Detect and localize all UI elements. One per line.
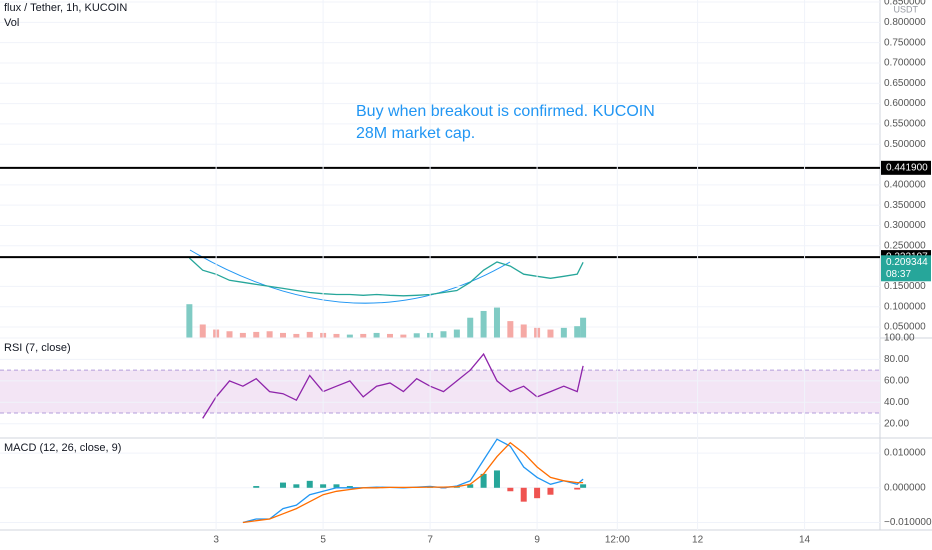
y-tick-label: 100.00 — [884, 333, 915, 344]
countdown-label: 08:37 — [886, 269, 911, 280]
macd-histogram-bar — [320, 484, 327, 488]
series-line — [242, 441, 584, 524]
macd-histogram-bar — [493, 470, 500, 488]
rsi-title: RSI (7, close) — [4, 342, 71, 354]
macd-histogram-bar — [333, 484, 340, 488]
series-line — [188, 257, 584, 297]
volume-bar — [186, 304, 193, 338]
macd-histogram-bar — [453, 487, 460, 488]
x-tick-label: 3 — [213, 535, 219, 546]
price-tag — [881, 160, 931, 175]
annotation: 28M market cap. — [356, 125, 475, 142]
y-tick-label: 0.750000 — [884, 37, 926, 48]
volume-bar — [400, 334, 407, 338]
y-tick-label: 0.010000 — [884, 448, 926, 459]
x-tick-label: 5 — [320, 535, 326, 546]
y-tick-label: 0.850000 — [884, 0, 926, 8]
volume-bar — [560, 327, 567, 338]
volume-bar — [467, 317, 474, 338]
volume-bar — [507, 321, 514, 338]
y-tick-label: 0.400000 — [884, 179, 926, 190]
volume-bar — [226, 331, 233, 338]
macd-histogram-bar — [467, 484, 474, 488]
last-price-label: 0.209344 — [886, 257, 928, 268]
last-price-tag — [881, 255, 931, 282]
macd-histogram-bar — [253, 486, 260, 488]
volume-bar — [346, 334, 353, 338]
volume-bar — [266, 331, 273, 338]
symbol-title: flux / Tether, 1h, KUCOIN — [4, 2, 127, 14]
y-tick-label: 60.00 — [884, 376, 909, 387]
volume-bar — [253, 331, 260, 338]
y-tick-label: 80.00 — [884, 354, 909, 365]
annotation: Buy when breakout is confirmed. KUCOIN — [356, 103, 655, 120]
y-tick-label: 0.050000 — [884, 322, 926, 333]
x-tick-label: 14 — [799, 535, 811, 546]
x-tick-label: 9 — [534, 535, 540, 546]
macd-histogram-bar — [574, 487, 581, 490]
volume-bar — [440, 331, 447, 338]
volume-bar — [293, 333, 300, 338]
volume-bar — [574, 326, 581, 338]
macd-histogram-bar — [306, 480, 313, 488]
macd-histogram-bar — [480, 473, 487, 488]
x-tick-label: 12:00 — [605, 535, 630, 546]
volume-bar — [239, 332, 246, 338]
macd-histogram-bar — [534, 487, 541, 499]
volume-bar — [306, 331, 313, 338]
y-tick-label: 0.500000 — [884, 139, 926, 150]
x-tick-label: 7 — [427, 535, 433, 546]
currency-label: USDT — [894, 4, 919, 14]
volume-bar — [520, 324, 527, 338]
y-tick-label: 0.350000 — [884, 200, 926, 211]
y-tick-label: 20.00 — [884, 418, 909, 429]
x-tick-label: 12 — [692, 535, 704, 546]
y-tick-label: 0.550000 — [884, 119, 926, 130]
volume-bar — [386, 333, 393, 338]
series-line — [202, 352, 584, 419]
volume-bar — [453, 329, 460, 338]
macd-title: MACD (12, 26, close, 9) — [4, 442, 121, 454]
volume-bar — [413, 333, 420, 338]
y-tick-label: 0.300000 — [884, 220, 926, 231]
macd-histogram-bar — [346, 486, 353, 488]
volume-bar — [279, 332, 286, 338]
volume-bar — [199, 324, 206, 338]
volume-bar — [493, 307, 500, 338]
rsi-band — [0, 370, 880, 414]
y-tick-label: 0.650000 — [884, 78, 926, 89]
y-tick-label: 0.150000 — [884, 281, 926, 292]
volume-bar — [373, 332, 380, 338]
macd-histogram-bar — [580, 484, 587, 488]
y-tick-label: 40.00 — [884, 397, 909, 408]
volume-bar — [360, 333, 367, 338]
volume-bar — [547, 329, 554, 338]
macd-histogram-bar — [279, 482, 286, 488]
volume-bar — [480, 310, 487, 338]
macd-histogram-bar — [547, 487, 554, 495]
y-tick-label: 0.700000 — [884, 58, 926, 69]
volume-bar — [580, 317, 587, 338]
y-tick-label: 0.600000 — [884, 98, 926, 109]
volume-label: Vol — [4, 17, 19, 29]
price-tag-label: 0.441900 — [886, 162, 928, 173]
y-tick-label: 0.250000 — [884, 240, 926, 251]
volume-bar — [333, 333, 340, 338]
y-tick-label: 0.100000 — [884, 301, 926, 312]
macd-histogram-bar — [293, 484, 300, 488]
y-tick-label: −0.010000 — [884, 517, 932, 528]
y-tick-label: 0.000000 — [884, 482, 926, 493]
y-tick-label: 0.800000 — [884, 17, 926, 28]
macd-histogram-bar — [507, 487, 514, 492]
macd-histogram-bar — [520, 487, 527, 502]
